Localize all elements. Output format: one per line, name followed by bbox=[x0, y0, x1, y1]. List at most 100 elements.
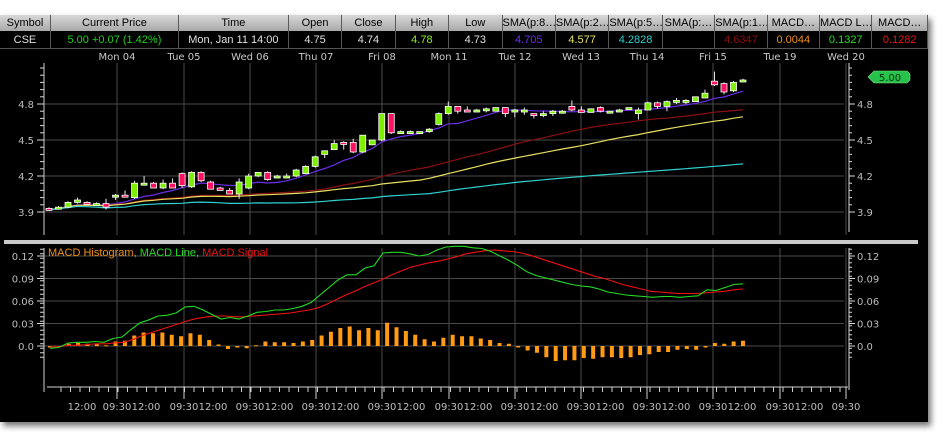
sma-blank-cell bbox=[662, 31, 716, 49]
date-label: Fri 08 bbox=[368, 52, 396, 63]
time-label: 12:00 bbox=[68, 402, 97, 413]
macd-panel[interactable]: 0.0 0.0 0.03 0.03 0.06 0.06 0.09 0.09 0.12 0.12 M… bbox=[12, 245, 880, 413]
column-header-symbol[interactable]: Symbol bbox=[0, 15, 51, 31]
time-label: 09:30 bbox=[435, 402, 464, 413]
date-label: Wed 13 bbox=[562, 52, 600, 63]
time-label: 12:00 bbox=[265, 402, 294, 413]
quote-table-header: Symbol Current Price Time Open Close Hig… bbox=[0, 15, 928, 31]
chart-window: Symbol Current Price Time Open Close Hig… bbox=[0, 15, 928, 422]
date-label: Thu 07 bbox=[298, 52, 334, 63]
column-header-time[interactable]: Time bbox=[178, 15, 289, 31]
chart-area[interactable]: Mon 04 Tue 05 Wed 06 Thu 07 Fri 08 Mon 11 Tue … bbox=[0, 49, 928, 422]
time-label: 09:30 bbox=[302, 402, 331, 413]
time-label: 09:30 bbox=[633, 402, 662, 413]
quote-table: Symbol Current Price Time Open Close Hig… bbox=[0, 15, 928, 49]
time-label: 12:00 bbox=[331, 402, 360, 413]
price-tick-label-left: 3.9 bbox=[18, 208, 34, 219]
column-header-sma20[interactable]: SMA(p:2… bbox=[555, 15, 610, 31]
column-header-current-price[interactable]: Current Price bbox=[50, 15, 179, 31]
time-label: 12:00 bbox=[199, 402, 228, 413]
macd-lines bbox=[49, 245, 744, 349]
column-header-close[interactable]: Close bbox=[341, 15, 396, 31]
low-cell: 4.73 bbox=[448, 31, 503, 49]
macd-tick-label: 0.09 bbox=[857, 275, 879, 286]
macd-tick-label-left: 0.09 bbox=[12, 275, 34, 286]
price-tick-label: 4.5 bbox=[857, 136, 873, 147]
time-label: 09:30 bbox=[699, 402, 728, 413]
date-label: Wed 06 bbox=[231, 52, 269, 63]
time-label: 12:00 bbox=[596, 402, 625, 413]
column-header-sma-blank[interactable]: SMA(p:… bbox=[662, 15, 716, 31]
macd-tick-label-left: 0.12 bbox=[12, 252, 34, 263]
time-label: 12:00 bbox=[728, 402, 757, 413]
column-header-macd-signal[interactable]: MACD… bbox=[871, 15, 928, 31]
candlesticks bbox=[45, 71, 747, 211]
column-header-sma1xx[interactable]: SMA(p:1… bbox=[714, 15, 768, 31]
close-cell: 4.74 bbox=[341, 31, 396, 49]
macd-tick-label-left: 0.06 bbox=[12, 297, 34, 308]
date-label: Tue 19 bbox=[763, 52, 797, 63]
date-axis: Mon 04 Tue 05 Wed 06 Thu 07 Fri 08 Mon 11 Tue … bbox=[99, 52, 865, 63]
time-label: 09:30 bbox=[832, 402, 861, 413]
time-axis: 12:00 09:30 12:00 09:30 12:00 09:30 12:00 09:30… bbox=[47, 386, 861, 413]
time-label: 09:30 bbox=[501, 402, 530, 413]
time-label: 12:00 bbox=[662, 402, 691, 413]
price-grid bbox=[43, 63, 847, 235]
price-tick-label: 4.8 bbox=[857, 100, 873, 111]
date-label: Thu 14 bbox=[629, 52, 665, 63]
last-price-badge-label: 5.00 bbox=[879, 73, 901, 84]
time-label: 12:00 bbox=[397, 402, 426, 413]
macd-tick-label-left: 0.0 bbox=[18, 342, 34, 353]
sma20-cell: 4.577 bbox=[555, 31, 610, 49]
panel-divider[interactable] bbox=[4, 240, 918, 244]
time-label: 12:00 bbox=[132, 402, 161, 413]
macd-axis[interactable]: 0.0 0.0 0.03 0.03 0.06 0.06 0.09 0.09 0.12 0.12 bbox=[12, 248, 880, 390]
macd-tick-label: 0.0 bbox=[857, 342, 873, 353]
legend-macd-histogram: MACD Histogram bbox=[48, 247, 134, 259]
current-price-cell: 5.00 +0.07 (1.42%) bbox=[50, 31, 179, 49]
table-row[interactable]: CSE 5.00 +0.07 (1.42%) Mon, Jan 11 14:00… bbox=[0, 31, 928, 49]
time-label: 09:30 bbox=[170, 402, 199, 413]
column-header-macd-histogram[interactable]: MACD… bbox=[767, 15, 821, 31]
price-tick-label: 4.2 bbox=[857, 172, 873, 183]
column-header-sma50[interactable]: SMA(p:5… bbox=[608, 15, 663, 31]
date-label: Wed 20 bbox=[827, 52, 865, 63]
column-header-sma8[interactable]: SMA(p:8… bbox=[502, 15, 556, 31]
legend-macd-signal: MACD Signal bbox=[202, 247, 268, 259]
price-tick-label-left: 4.2 bbox=[18, 172, 34, 183]
sma1xx-cell: 4.6347 bbox=[714, 31, 768, 49]
date-label: Mon 04 bbox=[99, 52, 136, 63]
price-axis[interactable]: 3.9 4.2 4.5 4.8 3.9 4.2 4.5 4.8 bbox=[18, 63, 873, 232]
legend-macd-line: MACD Line bbox=[140, 247, 196, 259]
column-header-open[interactable]: Open bbox=[288, 15, 343, 31]
macd-line-cell: 0.1327 bbox=[819, 31, 873, 49]
price-tick-label: 3.9 bbox=[857, 208, 873, 219]
time-label: 12:00 bbox=[795, 402, 824, 413]
legend-separator: , bbox=[134, 247, 137, 259]
macd-tick-label: 0.12 bbox=[857, 252, 879, 263]
macd-histogram-cell: 0.0044 bbox=[767, 31, 821, 49]
date-label: Tue 12 bbox=[498, 52, 532, 63]
high-cell: 4.78 bbox=[395, 31, 450, 49]
date-label: Tue 05 bbox=[167, 52, 201, 63]
macd-legend: MACD Histogram, MACD Line, MACD Signal bbox=[48, 247, 268, 259]
time-label: 09:30 bbox=[567, 402, 596, 413]
sma-overlays bbox=[48, 90, 744, 211]
date-label: Fri 15 bbox=[699, 52, 727, 63]
column-header-macd-line[interactable]: MACD L… bbox=[819, 15, 873, 31]
price-panel[interactable]: Mon 04 Tue 05 Wed 06 Thu 07 Fri 08 Mon 11 Tue … bbox=[18, 52, 911, 235]
macd-grid bbox=[43, 248, 847, 396]
time-label: 12:00 bbox=[464, 402, 493, 413]
open-cell: 4.75 bbox=[288, 31, 343, 49]
sma8-cell: 4.705 bbox=[502, 31, 556, 49]
legend-separator: , bbox=[196, 247, 199, 259]
macd-histogram bbox=[48, 322, 745, 361]
macd-tick-label: 0.03 bbox=[857, 320, 879, 331]
sma50-cell: 4.2828 bbox=[608, 31, 663, 49]
column-header-low[interactable]: Low bbox=[448, 15, 503, 31]
column-header-high[interactable]: High bbox=[395, 15, 450, 31]
macd-tick-label: 0.06 bbox=[857, 297, 879, 308]
time-label: 09:30 bbox=[236, 402, 265, 413]
date-label: Mon 11 bbox=[431, 52, 468, 63]
time-label: 12:00 bbox=[530, 402, 559, 413]
